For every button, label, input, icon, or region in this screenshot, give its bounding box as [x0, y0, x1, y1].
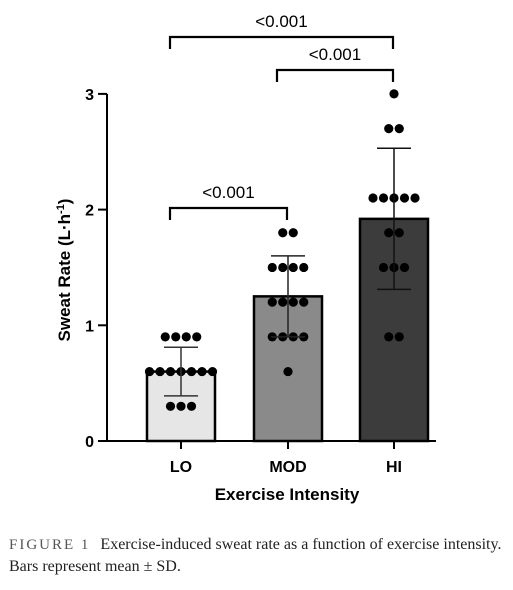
- data-point-mod: [299, 262, 309, 273]
- data-point-lo: [207, 366, 218, 377]
- significance-bracket: [168, 35, 395, 49]
- data-point-mod: [288, 297, 298, 307]
- data-point-hi: [389, 89, 399, 99]
- data-point-mod: [299, 297, 309, 307]
- data-point-lo: [181, 332, 191, 342]
- data-point-mod: [283, 366, 293, 377]
- y-tick-label: 0: [85, 434, 94, 451]
- data-point-lo: [171, 332, 181, 342]
- significance-bracket: [275, 68, 395, 82]
- data-point-lo: [155, 366, 165, 377]
- data-point-mod: [278, 228, 288, 238]
- data-point-hi: [394, 124, 404, 134]
- data-point-hi: [399, 193, 410, 203]
- data-point-hi: [384, 228, 394, 238]
- data-point-mod: [278, 297, 288, 307]
- data-point-lo: [176, 401, 186, 411]
- significance-label: <0.001: [255, 12, 307, 31]
- data-point-hi: [384, 124, 394, 134]
- data-point-hi: [410, 193, 420, 203]
- significance-bracket: [168, 206, 289, 220]
- data-point-mod: [267, 297, 277, 307]
- data-point-lo: [186, 401, 197, 411]
- data-point-hi: [399, 262, 410, 273]
- data-point-hi: [394, 228, 404, 238]
- x-tick-label-mod: MOD: [269, 459, 306, 476]
- figure-caption: FIGURE 1 Exercise-induced sweat rate as a…: [9, 534, 504, 578]
- data-point-mod: [278, 262, 288, 273]
- data-point-hi: [384, 332, 394, 342]
- y-tick-label: 1: [85, 318, 94, 335]
- data-point-hi: [378, 193, 389, 203]
- data-point-lo: [197, 366, 207, 377]
- x-axis-label: Exercise Intensity: [215, 485, 360, 504]
- data-point-lo: [165, 401, 176, 411]
- x-tick-label-lo: LO: [170, 459, 192, 476]
- significance-label: <0.001: [202, 183, 254, 202]
- y-tick-label: 2: [85, 203, 94, 220]
- data-point-hi: [378, 262, 389, 273]
- data-point-mod: [288, 262, 298, 273]
- data-point-hi: [368, 193, 378, 203]
- data-point-lo: [165, 366, 176, 377]
- figure-label: FIGURE 1: [9, 537, 91, 553]
- data-point-hi: [394, 332, 404, 342]
- data-point-lo: [160, 332, 170, 342]
- data-point-mod: [267, 262, 277, 273]
- x-tick-label-hi: HI: [386, 459, 402, 476]
- caption-text: Exercise-induced sweat rate as a functio…: [9, 536, 502, 575]
- data-point-mod: [288, 228, 298, 238]
- significance-label: <0.001: [309, 45, 361, 64]
- data-point-lo: [192, 332, 202, 342]
- y-axis-label: Sweat Rate (L·h-1): [55, 199, 74, 342]
- y-tick-label: 3: [85, 87, 94, 104]
- data-point-lo: [144, 366, 155, 377]
- data-point-lo: [186, 366, 197, 377]
